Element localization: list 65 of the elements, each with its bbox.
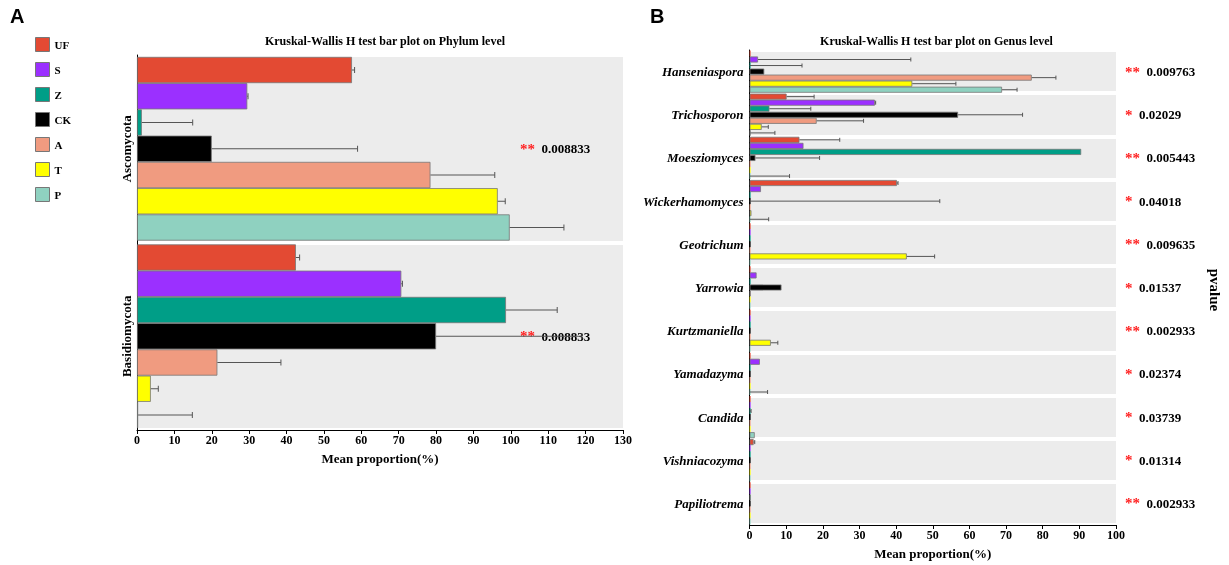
text: ** 0.002933 (1125, 495, 1196, 512)
x-tick-label: 20 (205, 433, 218, 447)
legend-label: T (54, 163, 63, 176)
x-axis-title: Mean proportion(%) (321, 451, 439, 466)
legend-label: Z (54, 88, 62, 101)
y-tick-label: Kurtzmaniella (666, 323, 745, 339)
text: A (10, 5, 25, 27)
x-tick-label: 70 (1000, 528, 1013, 542)
text: ** 0.009763 (1125, 63, 1196, 80)
legend-label: S (54, 63, 61, 76)
legend-label: UF (54, 38, 70, 51)
y-tick-label: Geotrichum (679, 236, 744, 252)
legend-label: A (54, 138, 63, 151)
chart-title: Kruskal-Wallis H test bar plot on Phylum level (264, 34, 506, 48)
x-tick-label: 80 (1036, 528, 1049, 542)
text: ** 0.005443 (1125, 149, 1196, 166)
x-tick-label: 40 (280, 433, 293, 447)
x-tick-label: 90 (1073, 528, 1086, 542)
x-tick-label: 70 (392, 433, 405, 447)
y-tick-label: Moesziomyces (666, 150, 744, 166)
x-tick-label: 100 (501, 433, 520, 447)
y-tick-label: Basidiomycota (119, 294, 134, 378)
legend-label: P (54, 188, 62, 201)
y-tick-label: Papiliotrema (674, 495, 745, 511)
annotation: ** 0.008833 (520, 140, 591, 157)
text: ** 0.002933 (1125, 322, 1196, 339)
x-tick-label: 130 (614, 433, 632, 447)
x-tick-label: 10 (780, 528, 793, 542)
x-tick-label: 110 (539, 433, 557, 447)
y-tick-label: Candida (698, 409, 745, 425)
y-tick-label: Yamadazyma (673, 366, 745, 382)
x-tick-label: 90 (467, 433, 480, 447)
y-tick-label: Wickerhamomyces (642, 193, 744, 209)
y-tick-label: Vishniacozyma (662, 452, 745, 468)
x-tick-label: 20 (816, 528, 829, 542)
y-tick-label: Hanseniaspora (660, 64, 745, 80)
text: * 0.02374 (1125, 365, 1182, 382)
x-tick-label: 50 (317, 433, 330, 447)
text: * 0.03739 (1125, 409, 1182, 426)
x-tick-label: 60 (963, 528, 976, 542)
y2-axis-title: pvalue (1207, 268, 1223, 312)
text: * 0.04018 (1125, 193, 1182, 210)
y-tick-label: Ascomycota (119, 114, 134, 183)
x-tick-label: 30 (243, 433, 256, 447)
x-tick-label: 50 (926, 528, 939, 542)
x-tick-label: 80 (430, 433, 443, 447)
y-tick-label: Trichosporon (671, 107, 744, 123)
text: * 0.01537 (1125, 279, 1182, 296)
text: ** 0.009635 (1125, 236, 1196, 253)
x-tick-label: 10 (168, 433, 181, 447)
text: * 0.01314 (1125, 452, 1182, 469)
text: * 0.02029 (1125, 106, 1182, 123)
x-axis-title: Mean proportion(%) (874, 546, 992, 561)
x-tick-label: 60 (355, 433, 368, 447)
chart-title: Kruskal-Wallis H test bar plot on Genus level (820, 34, 1054, 48)
x-tick-label: 0 (746, 528, 753, 542)
x-tick-label: 100 (1107, 528, 1125, 542)
text: B (650, 5, 665, 27)
x-tick-label: 40 (890, 528, 903, 542)
y-tick-label: Yarrowia (694, 280, 745, 295)
legend-label: CK (54, 113, 72, 126)
x-tick-label: 120 (576, 433, 595, 447)
annotation: ** 0.008833 (520, 328, 591, 345)
x-tick-label: 0 (134, 433, 140, 447)
x-tick-label: 30 (853, 528, 866, 542)
